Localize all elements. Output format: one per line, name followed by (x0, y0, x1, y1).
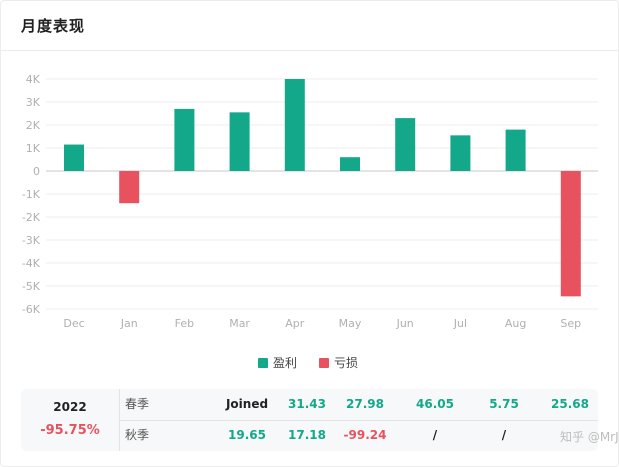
bar (119, 171, 140, 204)
bar (505, 129, 526, 171)
card-header: 月度表现 (1, 1, 618, 51)
bar (340, 157, 360, 171)
x-tick-label: Aug (505, 317, 526, 330)
x-tick-label: Mar (229, 317, 250, 330)
summary-cell: 5.75 (489, 397, 519, 411)
page-title: 月度表现 (21, 17, 86, 35)
bar (64, 144, 84, 171)
summary-row-spring: 春季 Joined 31.43 27.98 46.05 5.75 25.68 (119, 389, 598, 421)
year-summary-table: 2022 -95.75% 春季 Joined 31.43 27.98 46.05 5.7… (21, 389, 598, 451)
legend-swatch-profit (258, 357, 268, 368)
x-tick-label: Jun (396, 317, 414, 330)
y-tick-label: 3K (26, 96, 41, 109)
x-tick-label: Apr (285, 317, 305, 330)
watermark-text: 知乎 @MrJ (560, 430, 619, 444)
x-tick-label: Feb (175, 317, 194, 330)
y-tick-label: -6K (22, 303, 41, 316)
bar (560, 171, 581, 297)
y-tick-label: 2K (26, 119, 41, 132)
season-label: 秋季 (125, 428, 150, 442)
legend-item-profit[interactable]: 盈利 (258, 354, 297, 371)
summary-cell: / (501, 428, 507, 442)
y-tick-label: -3K (22, 234, 41, 247)
year-block: 2022 -95.75% (21, 389, 120, 451)
y-tick-label: 1K (26, 142, 41, 155)
summary-cell: 46.05 (416, 397, 454, 411)
x-tick-label: Sep (560, 317, 581, 330)
summary-cell: 25.68 (551, 397, 589, 411)
summary-cell: 27.98 (346, 397, 384, 411)
y-tick-label: -1K (22, 188, 41, 201)
summary-year: 2022 (53, 400, 87, 414)
summary-cell: Joined (225, 397, 269, 411)
season-label: 春季 (125, 397, 150, 411)
x-tick-label: Dec (63, 317, 84, 330)
legend-swatch-loss (319, 357, 330, 368)
bar (284, 79, 305, 171)
summary-cell: 19.65 (228, 428, 266, 442)
bar (229, 112, 250, 171)
legend-label-loss: 亏损 (334, 356, 359, 370)
y-tick-label: -4K (22, 257, 41, 270)
summary-cell: -99.24 (343, 428, 387, 442)
y-tick-label: -5K (22, 280, 41, 293)
bar (174, 108, 195, 171)
chart-legend: 盈利 亏损 (258, 354, 380, 371)
summary-year-total: -95.75% (40, 423, 100, 438)
legend-item-loss[interactable]: 亏损 (319, 354, 358, 371)
monthly-bar-chart: 4K 3K 2K 1K 0 -1K -2K -3K -4K -5K -6K Dec Jan Feb Mar A… (22, 73, 598, 330)
bar (450, 135, 471, 171)
summary-row-autumn: 秋季 19.65 17.18 -99.24 / / (119, 420, 598, 451)
summary-cell: 17.18 (288, 428, 326, 442)
y-tick-label: -2K (22, 211, 41, 224)
x-tick-label: Jan (120, 317, 138, 330)
x-tick-label: Jul (453, 317, 467, 330)
y-tick-label: 4K (26, 73, 41, 86)
bar (395, 118, 416, 171)
summary-cell: / (432, 428, 438, 442)
x-tick-label: May (339, 317, 362, 330)
legend-label-profit: 盈利 (273, 356, 298, 370)
summary-cell: 31.43 (288, 397, 326, 411)
y-tick-label: 0 (33, 165, 40, 178)
